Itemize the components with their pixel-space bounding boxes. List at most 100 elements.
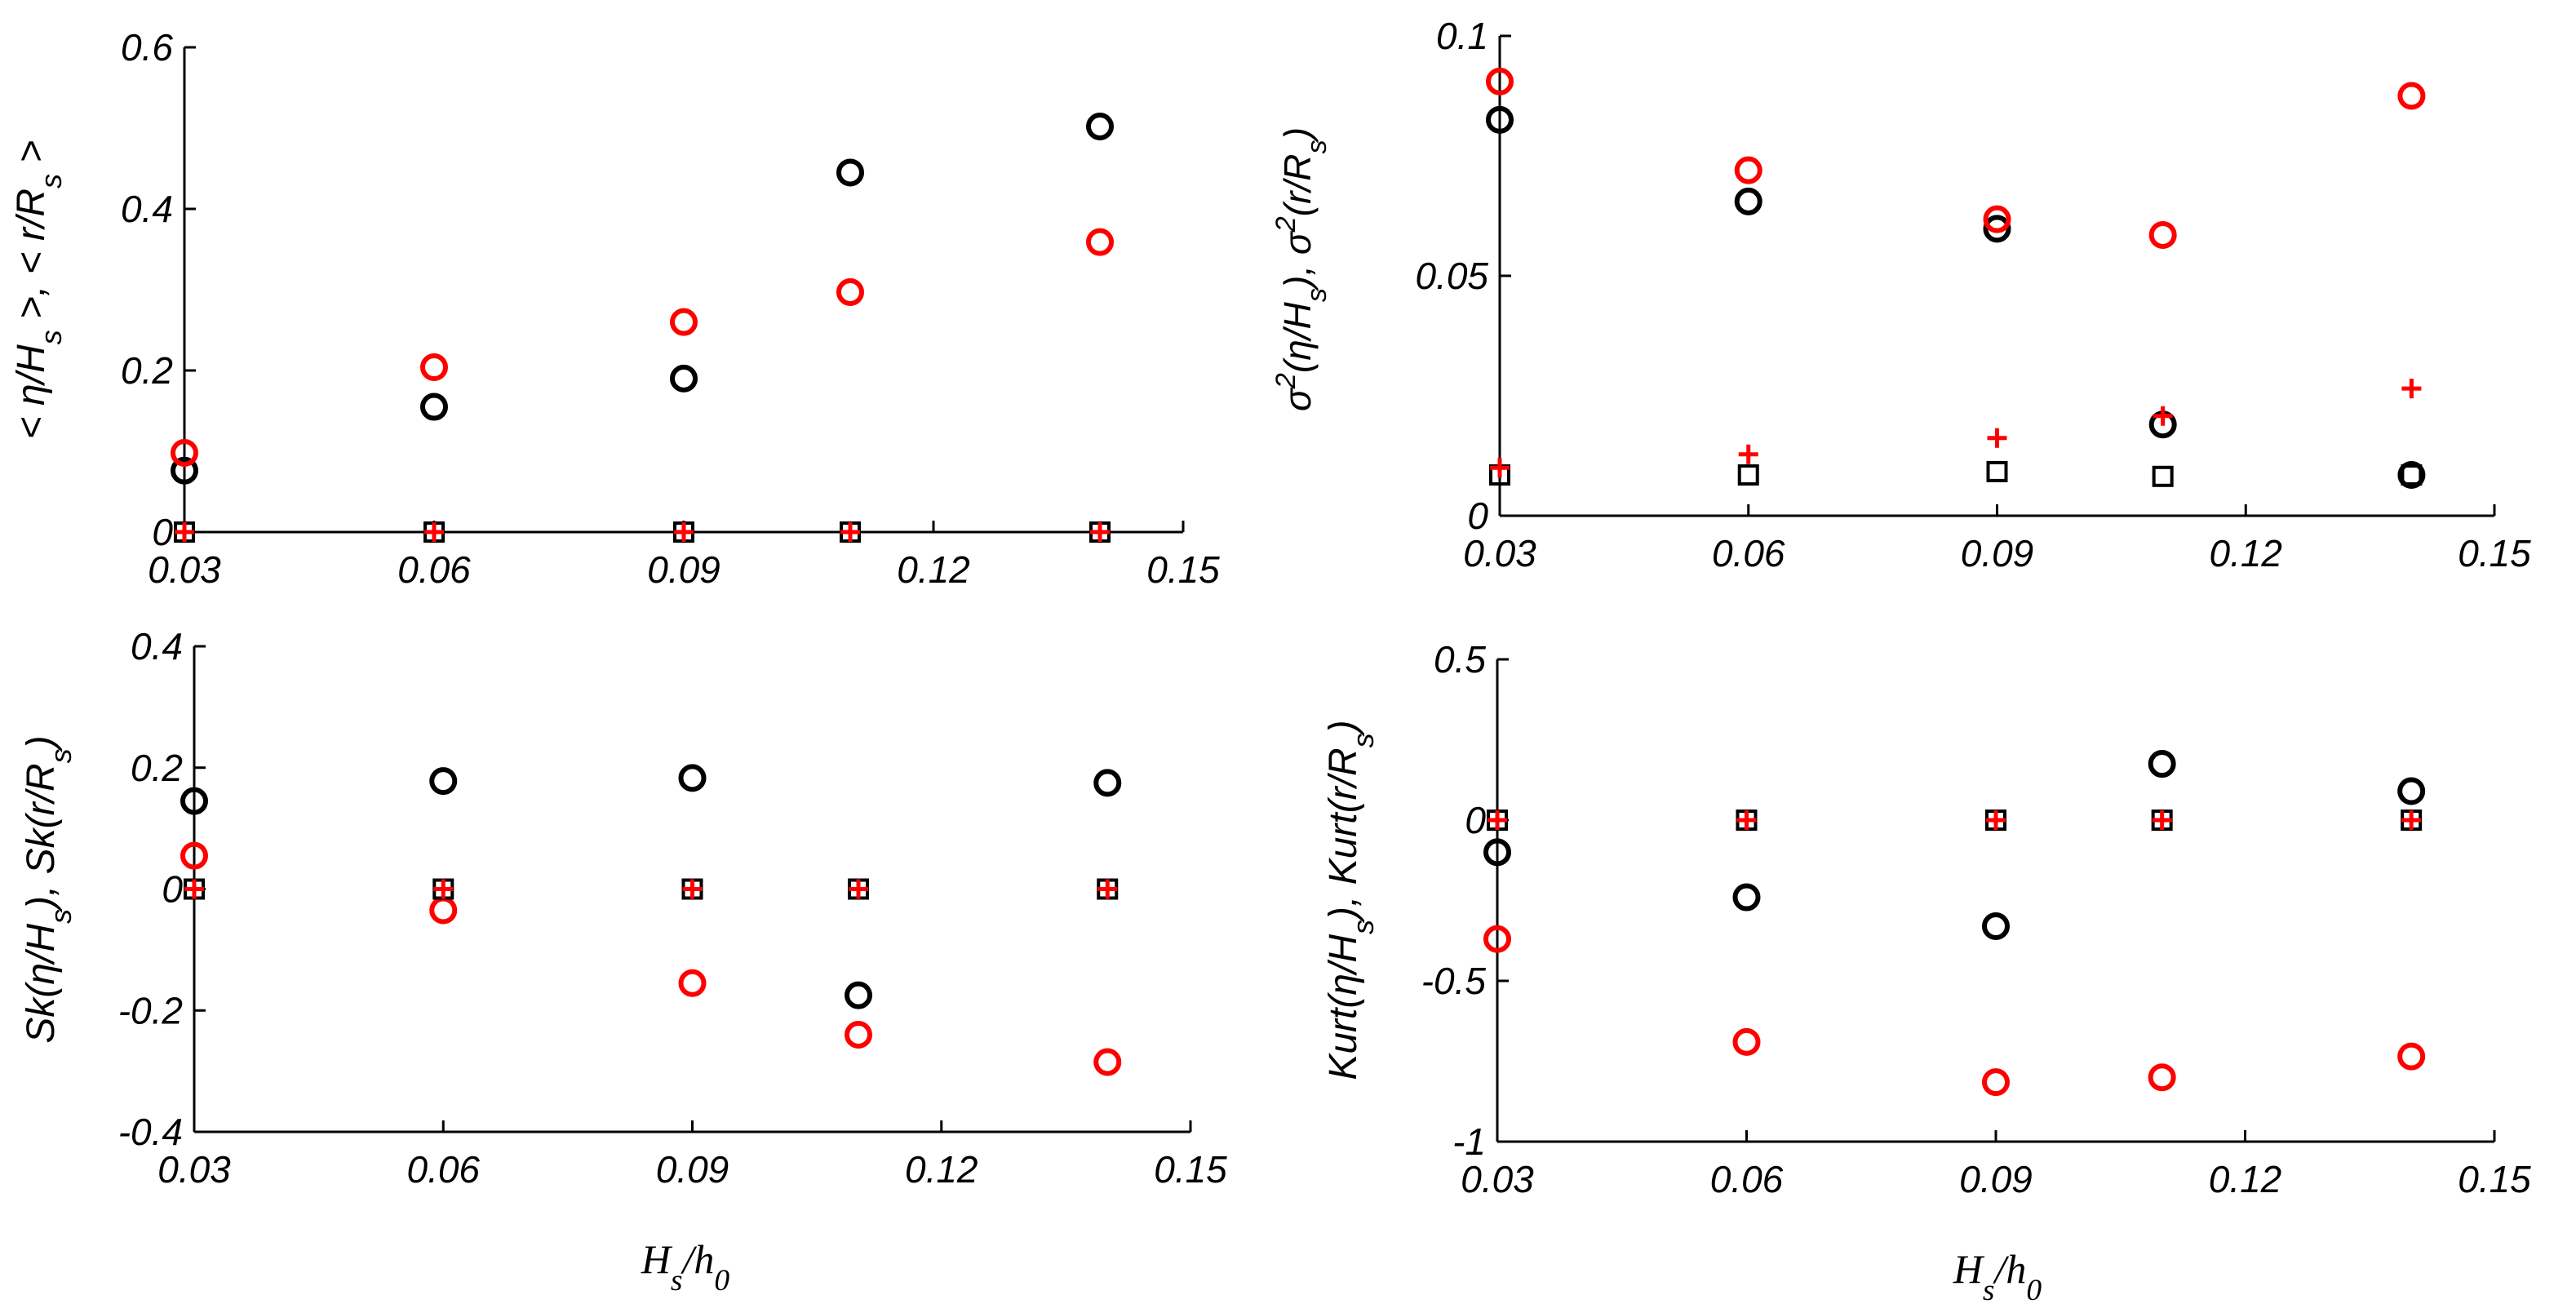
marker-circle-point xyxy=(670,308,698,336)
marker-plus-point xyxy=(1090,522,1110,542)
marker-circle-point xyxy=(2397,777,2426,805)
marker-circle-point xyxy=(836,158,864,187)
marker-circle-point xyxy=(171,438,198,467)
x-tick-label: 0.03 xyxy=(157,1148,231,1191)
marker-plus-point xyxy=(1986,810,2006,830)
marker-circle-point xyxy=(1734,156,1762,184)
marker-plus-point xyxy=(1987,428,2007,448)
y-tick-label: 0 xyxy=(1465,799,1486,841)
panel-mean: 0.03 0.06 0.09 0.12 0.15 0 0.2 0.4 0.6 < η/Hs >, … xyxy=(10,26,1220,591)
marker-plus-point xyxy=(1488,810,1507,830)
y-tick-label: -0.4 xyxy=(118,1111,183,1153)
marker-circle-point xyxy=(1983,205,2011,233)
y-tick-label: 0.1 xyxy=(1436,15,1488,57)
panel-kurtosis: 0.03 0.06 0.09 0.12 0.15 -1 -0.5 0 0.5 Kurt(η/Hs)… xyxy=(1322,638,2531,1307)
y-axis-label: Kurt(η/Hs), Kurt(r/Rs) xyxy=(1322,720,1380,1080)
marker-square-point xyxy=(2401,464,2423,486)
marker-plus-point xyxy=(2152,810,2172,830)
marker-plus-point xyxy=(184,879,204,899)
y-axis-label: < η/Hs >, < r/Rs > xyxy=(10,140,68,440)
marker-plus-point xyxy=(1736,810,1757,830)
marker-square-point xyxy=(1986,460,2008,482)
y-tick-label: 0.4 xyxy=(121,188,173,230)
marker-circle-point xyxy=(1486,105,1514,134)
marker-plus-point xyxy=(840,522,860,542)
y-tick-label: 0.5 xyxy=(1434,638,1486,681)
marker-circle-point xyxy=(1483,838,1511,867)
marker-plus-point xyxy=(1738,444,1758,464)
y-tick-label: 0.2 xyxy=(131,747,183,789)
marker-circle-point xyxy=(845,1021,872,1049)
marker-circle-point xyxy=(678,764,707,792)
y-tick-label: 0 xyxy=(152,511,173,553)
y-tick-label: 0.05 xyxy=(1415,255,1488,297)
panel-variance: 0.03 0.06 0.09 0.12 0.15 0 0.05 0.1 σ2(η/Hs), σ2… xyxy=(1270,15,2531,574)
marker-circle-point xyxy=(1982,912,2010,941)
marker-circle-point xyxy=(2148,221,2177,250)
x-tick-label: 0.06 xyxy=(406,1148,480,1191)
marker-square-point xyxy=(1737,464,1759,486)
y-tick-label: 0.6 xyxy=(121,26,173,69)
marker-circle-point xyxy=(670,364,698,393)
marker-circle-point xyxy=(2148,1063,2176,1092)
y-tick-label: 0 xyxy=(162,868,183,911)
x-tick-label: 0.15 xyxy=(2458,1158,2531,1200)
marker-circle-point xyxy=(836,277,864,306)
x-tick-label: 0.09 xyxy=(1959,1158,2033,1200)
marker-plus-point xyxy=(1097,879,1118,899)
marker-circle-point xyxy=(1093,769,1122,797)
x-tick-label: 0.06 xyxy=(1710,1158,1784,1200)
x-tick-label: 0.12 xyxy=(2209,532,2282,574)
marker-circle-point xyxy=(1732,883,1761,912)
marker-plus-point xyxy=(424,522,444,542)
marker-plus-point xyxy=(2153,406,2173,426)
y-tick-label: 0 xyxy=(1467,495,1488,537)
marker-circle-point xyxy=(429,767,458,796)
x-tick-label: 0.09 xyxy=(1961,532,2034,574)
marker-circle-point xyxy=(1086,228,1114,256)
x-tick-label: 0.03 xyxy=(148,548,221,591)
y-axis-label: Sk(η/Hs), Sk(r/Rs) xyxy=(20,735,78,1043)
x-tick-label: 0.03 xyxy=(1461,1158,1534,1200)
marker-plus-point xyxy=(849,879,868,899)
marker-circle-point xyxy=(1486,67,1514,95)
marker-plus-point xyxy=(1490,458,1510,478)
marker-circle-point xyxy=(171,456,198,485)
y-tick-label: 0.4 xyxy=(131,625,183,668)
x-tick-label: 0.12 xyxy=(897,548,970,591)
x-axis-label: Hs/h0 xyxy=(641,1236,730,1297)
marker-circle-point xyxy=(1734,187,1762,215)
y-tick-label: -0.5 xyxy=(1421,960,1487,1002)
marker-circle-point xyxy=(1983,215,2011,243)
marker-square-point xyxy=(2152,465,2174,487)
marker-circle-point xyxy=(420,353,448,382)
x-tick-label: 0.06 xyxy=(1712,532,1785,574)
marker-circle-point xyxy=(2397,1042,2426,1071)
x-tick-label: 0.12 xyxy=(905,1148,978,1191)
x-tick-label: 0.09 xyxy=(656,1148,729,1191)
marker-circle-point xyxy=(1732,1027,1761,1056)
marker-circle-point xyxy=(1483,925,1511,953)
marker-circle-point xyxy=(1982,1068,2010,1097)
marker-plus-point xyxy=(674,522,694,542)
marker-plus-point xyxy=(2401,810,2422,830)
marker-circle-point xyxy=(420,393,448,421)
x-tick-label: 0.03 xyxy=(1463,532,1536,574)
marker-plus-point xyxy=(682,879,703,899)
x-tick-label: 0.12 xyxy=(2209,1158,2282,1200)
marker-circle-point xyxy=(2148,750,2176,778)
x-tick-label: 0.09 xyxy=(647,548,720,591)
marker-circle-point xyxy=(180,841,208,870)
marker-circle-point xyxy=(2397,461,2426,490)
x-tick-label: 0.06 xyxy=(397,548,471,591)
marker-circle-point xyxy=(1093,1048,1122,1076)
marker-plus-point xyxy=(2401,379,2422,399)
x-axis-label: Hs/h0 xyxy=(1953,1246,2042,1307)
marker-circle-point xyxy=(1086,113,1114,141)
y-tick-label: 0.2 xyxy=(121,349,173,392)
x-tick-label: 0.15 xyxy=(1146,548,1220,591)
marker-circle-point xyxy=(678,969,707,997)
panel-skewness: 0.03 0.06 0.09 0.12 0.15 -0.4 -0.2 0 0.2 0.4 Sk(η/… xyxy=(20,625,1227,1297)
x-tick-label: 0.15 xyxy=(2458,532,2531,574)
